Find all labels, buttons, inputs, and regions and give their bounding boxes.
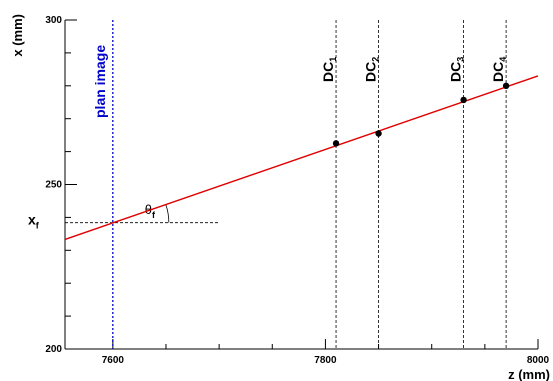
detector-label-main: DC: [363, 62, 379, 82]
x-tick-label: 7800: [314, 355, 337, 366]
data-point-1: [332, 140, 340, 147]
x-tick-label: 7600: [102, 355, 125, 366]
y-tick-label: 300: [45, 15, 62, 26]
axes-frame: [64, 20, 538, 350]
data-point-2: [375, 130, 382, 137]
detector-label-main: DC: [448, 62, 464, 82]
series-group: [64, 75, 539, 241]
xf-label-main: x: [28, 212, 36, 228]
x-axis-title: z (mm): [508, 367, 550, 381]
x-tick-label: 8000: [527, 355, 550, 366]
plan-image-label: plan image: [92, 45, 108, 118]
detector-label-dc3: DC3: [448, 57, 466, 82]
detector-label-sub: 2: [371, 57, 381, 62]
theta-f-label: θf: [145, 202, 156, 220]
angle-arc: [165, 204, 170, 223]
detector-label-dc1: DC1: [320, 57, 338, 82]
theta-label-sub: f: [152, 210, 156, 220]
axis-ticks: 7600 7800 8000 200 250 300: [45, 15, 549, 366]
detector-label-sub: 3: [456, 57, 466, 62]
y-tick-label: 250: [45, 180, 62, 191]
detector-label-sub: 4: [498, 57, 508, 62]
detector-label-sub: 1: [328, 57, 338, 62]
detector-label-main: DC: [490, 62, 506, 82]
chart-labels: z (mm) x (mm): [10, 14, 550, 381]
xf-label: xf: [28, 212, 40, 231]
data-point-3: [460, 96, 467, 104]
detector-label-main: DC: [320, 62, 336, 82]
theta-label-main: θ: [145, 202, 152, 217]
y-tick-label: 200: [45, 344, 62, 355]
xf-label-sub: f: [36, 221, 40, 231]
fit-line: [64, 75, 539, 241]
detector-label-dc2: DC2: [363, 57, 381, 82]
detector-label-dc4: DC4: [490, 57, 508, 82]
data-point-4: [502, 82, 510, 90]
y-axis-title: x (mm): [10, 14, 25, 57]
